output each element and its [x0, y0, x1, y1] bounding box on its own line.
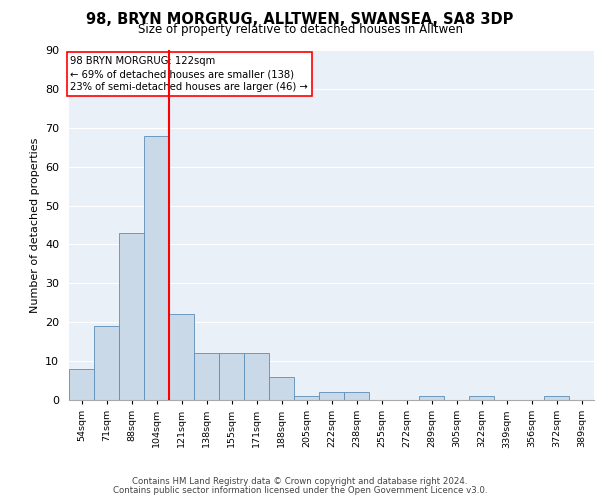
Bar [244, 354, 269, 400]
Bar [344, 392, 369, 400]
Bar [544, 396, 569, 400]
Bar [269, 376, 294, 400]
Bar [469, 396, 494, 400]
Text: 98, BRYN MORGRUG, ALLTWEN, SWANSEA, SA8 3DP: 98, BRYN MORGRUG, ALLTWEN, SWANSEA, SA8 … [86, 12, 514, 28]
Text: Contains HM Land Registry data © Crown copyright and database right 2024.: Contains HM Land Registry data © Crown c… [132, 477, 468, 486]
Bar [194, 354, 219, 400]
Bar [319, 392, 344, 400]
Text: Contains public sector information licensed under the Open Government Licence v3: Contains public sector information licen… [113, 486, 487, 495]
Bar [144, 136, 169, 400]
Bar [94, 326, 119, 400]
Text: Size of property relative to detached houses in Alltwen: Size of property relative to detached ho… [137, 24, 463, 36]
Bar [419, 396, 444, 400]
Y-axis label: Number of detached properties: Number of detached properties [29, 138, 40, 312]
Bar [119, 233, 144, 400]
Bar [294, 396, 319, 400]
Bar [169, 314, 194, 400]
Text: 98 BRYN MORGRUG: 122sqm
← 69% of detached houses are smaller (138)
23% of semi-d: 98 BRYN MORGRUG: 122sqm ← 69% of detache… [70, 56, 308, 92]
Bar [69, 369, 94, 400]
Bar [219, 354, 244, 400]
